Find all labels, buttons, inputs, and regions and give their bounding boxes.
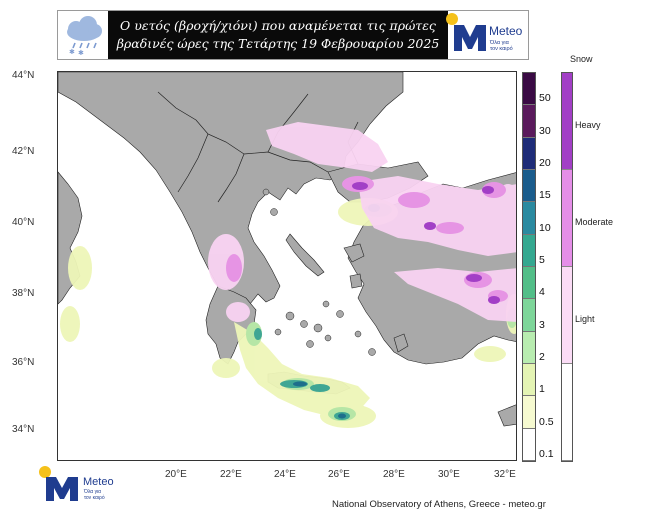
rain-colorbar-cell — [523, 137, 535, 170]
svg-text:✱: ✱ — [69, 48, 75, 56]
snow-colorbar-cell — [562, 364, 572, 461]
lon-label-22: 22°E — [220, 469, 242, 480]
lon-label-32: 32°E — [494, 469, 516, 480]
land-euboea — [285, 233, 325, 277]
meteo-logo-bottom: Meteo Όλα για τον καιρό — [39, 466, 114, 501]
rain-colorbar — [522, 72, 536, 462]
lon-label-20: 20°E — [165, 469, 187, 480]
footer-credit: National Observatory of Athens, Greece -… — [332, 499, 546, 510]
lat-label-38: 38°N — [12, 288, 35, 299]
country-borders — [157, 91, 359, 203]
land-chios — [349, 273, 363, 289]
bottom-logo-tagline-2: τον καιρό — [84, 494, 105, 501]
rain-colorbar-label: 3 — [539, 318, 545, 331]
bottom-logo-word: Meteo — [83, 476, 114, 488]
cyclades-islands — [262, 188, 376, 356]
lat-label-44: 44°N — [12, 70, 35, 81]
lon-label-26: 26°E — [328, 469, 350, 480]
rain-colorbar-label: 0.5 — [539, 415, 554, 428]
lon-label-24: 24°E — [274, 469, 296, 480]
snow-colorbar-cell — [562, 267, 572, 364]
rain-colorbar-label: 20 — [539, 157, 551, 169]
rain-colorbar-cell — [523, 331, 535, 364]
rain-colorbar-cell — [523, 396, 535, 429]
meteo-logo: Meteo Όλα για τον καιρό — [446, 13, 523, 52]
rain-colorbar-label: 30 — [539, 124, 551, 137]
rain-colorbar-cell — [523, 267, 535, 300]
svg-text:✱: ✱ — [78, 49, 84, 56]
snow-legend-title: Snow — [570, 54, 593, 64]
rain-colorbar-label: 10 — [539, 221, 551, 234]
rain-very-heavy-zones — [293, 381, 346, 419]
logo-tagline-2: τον καιρό — [490, 45, 513, 52]
rain-colorbar-label: 5 — [539, 254, 545, 266]
rain-colorbar-cell — [523, 234, 535, 267]
rain-colorbar-cell — [523, 202, 535, 235]
snow-colorbar-cell — [562, 73, 572, 170]
rain-colorbar-cell — [523, 73, 535, 106]
rain-colorbar-label: 50 — [539, 92, 551, 105]
lat-label-42: 42°N — [12, 146, 35, 157]
logo-tagline-1: Όλα για — [489, 40, 510, 46]
rain-colorbar-label: 1 — [539, 383, 545, 396]
lat-label-40: 40°N — [12, 217, 35, 228]
snow-heavy-zones — [352, 182, 500, 304]
header-banner: ✱ ✱ Ο υετός (βροχή/χιόνι) που αναμένεται… — [57, 10, 529, 60]
rain-colorbar-cell — [523, 170, 535, 203]
rain-colorbar-cell — [523, 428, 535, 461]
title-line-1: Ο υετός (βροχή/χιόνι) που αναμένεται τις… — [120, 18, 436, 33]
rain-colorbar-label: 0.1 — [539, 448, 554, 460]
snow-label-heavy: Heavy — [575, 120, 601, 130]
bottom-logo-tagline-1: Όλα για — [83, 489, 101, 495]
snow-colorbar — [561, 72, 573, 462]
lon-label-30: 30°E — [438, 469, 460, 480]
rain-colorbar-label: 4 — [539, 286, 545, 299]
rain-colorbar-label: 15 — [539, 189, 551, 202]
rain-colorbar-label: 2 — [539, 351, 545, 363]
land-rhodes — [393, 333, 409, 353]
lat-label-34: 34°N — [12, 424, 35, 435]
map-canvas — [58, 72, 516, 460]
snow-label-light: Light — [575, 314, 595, 324]
title-line-2: βραδινές ώρες της Τετάρτης 19 Φεβρουαρίο… — [116, 36, 440, 51]
rain-colorbar-cell — [523, 299, 535, 332]
snow-colorbar-cell — [562, 170, 572, 267]
logo-word: Meteo — [489, 24, 523, 38]
rain-colorbar-cell — [523, 364, 535, 397]
rain-snow-cloud-icon: ✱ ✱ — [60, 14, 108, 56]
forecast-title: Ο υετός (βροχή/χιόνι) που αναμένεται τις… — [108, 11, 448, 59]
snow-label-moderate: Moderate — [575, 217, 614, 227]
lat-label-36: 36°N — [12, 357, 35, 368]
precipitation-map — [57, 71, 517, 461]
lon-label-28: 28°E — [383, 469, 405, 480]
land-cyprus-edge — [497, 404, 516, 427]
rain-colorbar-cell — [523, 105, 535, 138]
land-lesvos — [343, 243, 365, 263]
